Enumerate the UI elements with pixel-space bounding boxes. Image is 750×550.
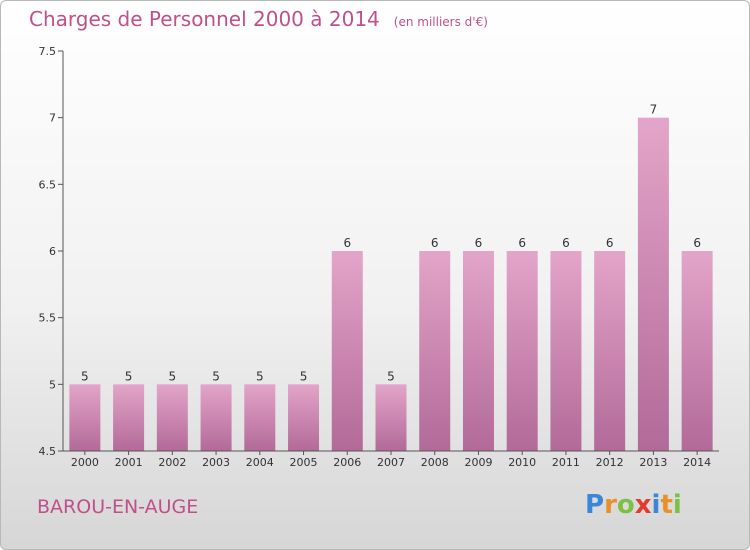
data-label: 5 <box>212 369 220 383</box>
data-label: 6 <box>562 236 570 250</box>
bar <box>331 251 363 451</box>
data-label: 5 <box>387 369 395 383</box>
x-tick-label: 2014 <box>683 456 711 469</box>
x-tick-label: 2008 <box>421 456 449 469</box>
chart-subtitle: (en milliers d'€) <box>393 15 488 29</box>
data-label: 6 <box>518 236 526 250</box>
logo-letter: i <box>651 490 661 520</box>
y-tick-label: 4.5 <box>39 445 57 458</box>
x-tick-label: 2004 <box>246 456 274 469</box>
x-tick-label: 2013 <box>639 456 667 469</box>
logo-letter: o <box>616 490 635 520</box>
data-label: 5 <box>169 369 177 383</box>
logo-letter: t <box>660 490 673 520</box>
x-tick-label: 2005 <box>290 456 318 469</box>
data-label: 5 <box>256 369 264 383</box>
bar <box>637 117 669 452</box>
data-label: 7 <box>650 103 658 117</box>
x-tick-label: 2002 <box>158 456 186 469</box>
x-tick-label: 2011 <box>552 456 580 469</box>
bar <box>200 384 232 451</box>
bar <box>681 251 713 451</box>
chart-title: Charges de Personnel 2000 à 2014 (en mill… <box>29 7 488 31</box>
logo-letter: r <box>604 490 617 520</box>
x-tick-label: 2003 <box>202 456 230 469</box>
y-tick-label: 7 <box>49 112 56 125</box>
data-label: 5 <box>125 369 133 383</box>
x-tick-label: 2012 <box>596 456 624 469</box>
bar <box>594 251 626 451</box>
y-tick-label: 6.5 <box>39 178 57 191</box>
logo-letter: i <box>672 490 682 520</box>
bar <box>113 384 145 451</box>
bar <box>419 251 451 451</box>
bar <box>244 384 276 451</box>
proxiti-logo: Proxiti <box>585 490 682 520</box>
bar <box>550 251 582 451</box>
x-tick-label: 2009 <box>464 456 492 469</box>
data-label: 6 <box>606 236 614 250</box>
y-tick-label: 5 <box>49 378 56 391</box>
x-tick-label: 2006 <box>333 456 361 469</box>
data-label: 6 <box>475 236 483 250</box>
y-tick-label: 6 <box>49 245 56 258</box>
bar <box>156 384 188 451</box>
chart-title-text: Charges de Personnel 2000 à 2014 <box>29 7 380 31</box>
data-label: 6 <box>343 236 351 250</box>
logo-letter: P <box>585 490 605 520</box>
y-tick-label: 5.5 <box>39 312 57 325</box>
commune-name: BAROU-EN-AUGE <box>37 496 199 518</box>
logo-letter: x <box>634 490 652 520</box>
bar <box>288 384 320 451</box>
y-tick-label: 7.5 <box>39 45 57 58</box>
x-tick-label: 2000 <box>71 456 99 469</box>
data-label: 5 <box>81 369 89 383</box>
bar <box>375 384 407 451</box>
x-tick-label: 2001 <box>115 456 143 469</box>
x-tick-label: 2010 <box>508 456 536 469</box>
data-label: 5 <box>300 369 308 383</box>
bar <box>462 251 494 451</box>
bar <box>69 384 101 451</box>
x-tick-label: 2007 <box>377 456 405 469</box>
bar <box>506 251 538 451</box>
data-label: 6 <box>693 236 701 250</box>
data-label: 6 <box>431 236 439 250</box>
